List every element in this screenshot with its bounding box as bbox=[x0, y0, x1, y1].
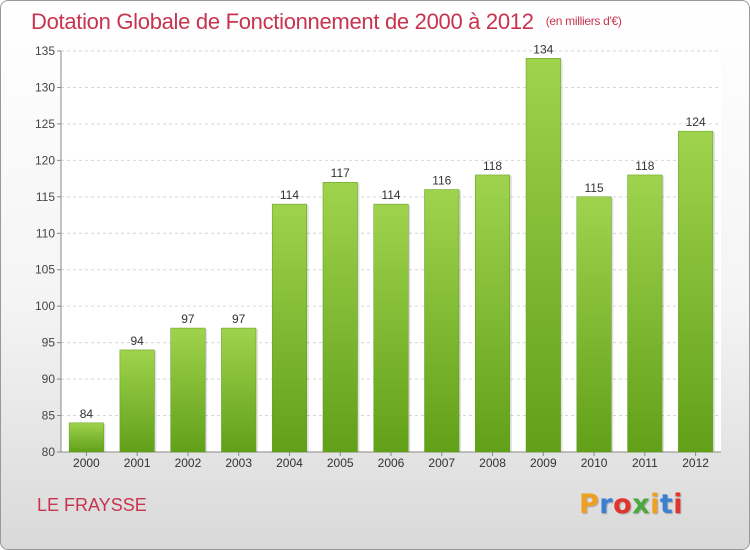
x-tick-label: 2003 bbox=[225, 456, 252, 470]
bar-2010 bbox=[576, 196, 612, 453]
y-tick-label: 85 bbox=[42, 409, 56, 423]
x-tick-label: 2001 bbox=[124, 456, 151, 470]
data-label: 118 bbox=[635, 159, 654, 173]
chart-title: Dotation Globale de Fonctionnement de 20… bbox=[31, 9, 622, 35]
bar-2011 bbox=[627, 174, 663, 453]
proxiti-logo: Proxiti bbox=[579, 489, 683, 520]
x-tick-label: 2007 bbox=[428, 456, 455, 470]
logo-letter: o bbox=[613, 489, 633, 520]
bar-2001 bbox=[119, 349, 155, 453]
bar-2004 bbox=[271, 203, 307, 453]
commune-name: LE FRAYSSE bbox=[37, 495, 147, 515]
logo-letter: i bbox=[673, 489, 684, 520]
y-tick-label: 80 bbox=[42, 445, 56, 459]
x-tick-label: 2000 bbox=[73, 456, 100, 470]
title-unit: (en milliers d'€) bbox=[545, 14, 622, 28]
data-label: 115 bbox=[585, 181, 604, 195]
bar-2006 bbox=[373, 203, 409, 453]
logo-letter: i bbox=[650, 489, 660, 520]
data-label: 114 bbox=[381, 188, 400, 202]
data-label: 117 bbox=[331, 166, 350, 180]
title-text: Dotation Globale de Fonctionnement de 20… bbox=[31, 9, 534, 34]
data-label: 114 bbox=[280, 188, 299, 202]
labels: 80 85 90 95 100 105 110 115 120 125 130 135 84 2000 94… bbox=[35, 42, 709, 470]
y-tick-label: 100 bbox=[35, 299, 55, 313]
data-label: 116 bbox=[432, 174, 451, 188]
bar-2008 bbox=[475, 174, 511, 453]
x-tick-label: 2012 bbox=[682, 456, 709, 470]
y-tick-label: 115 bbox=[36, 190, 55, 204]
logo-letter: r bbox=[599, 489, 614, 520]
y-tick-label: 125 bbox=[35, 117, 55, 131]
data-label: 84 bbox=[80, 407, 94, 421]
y-tick-label: 130 bbox=[35, 80, 55, 94]
bar-2003 bbox=[221, 327, 257, 453]
y-tick-label: 135 bbox=[35, 44, 55, 58]
logo-letter: x bbox=[632, 489, 651, 520]
x-tick-label: 2008 bbox=[479, 456, 506, 470]
data-label: 94 bbox=[130, 334, 144, 348]
bar-2005 bbox=[322, 181, 358, 453]
data-label: 124 bbox=[686, 115, 706, 129]
x-tick-label: 2010 bbox=[581, 456, 608, 470]
y-tick-label: 110 bbox=[36, 226, 55, 240]
bar-2007 bbox=[424, 189, 460, 453]
bars bbox=[68, 58, 715, 453]
bar-2002 bbox=[170, 327, 206, 453]
logo-letter: P bbox=[579, 489, 600, 520]
data-label: 97 bbox=[181, 312, 195, 326]
data-label: 97 bbox=[232, 312, 246, 326]
y-tick-label: 95 bbox=[42, 336, 56, 350]
x-tick-label: 2006 bbox=[378, 456, 405, 470]
y-tick-label: 105 bbox=[35, 263, 55, 277]
bar-2012 bbox=[678, 130, 714, 453]
bar-2009 bbox=[525, 58, 561, 453]
x-tick-label: 2011 bbox=[632, 456, 658, 470]
x-tick-label: 2005 bbox=[327, 456, 354, 470]
bar-2000 bbox=[68, 422, 104, 453]
y-tick-label: 120 bbox=[35, 153, 55, 167]
y-tick-label: 90 bbox=[42, 372, 56, 386]
x-tick-label: 2002 bbox=[175, 456, 202, 470]
x-tick-label: 2009 bbox=[530, 456, 557, 470]
x-tick-label: 2004 bbox=[276, 456, 303, 470]
logo-letter: t bbox=[659, 489, 674, 520]
data-label: 134 bbox=[533, 42, 553, 56]
data-label: 118 bbox=[483, 159, 502, 173]
